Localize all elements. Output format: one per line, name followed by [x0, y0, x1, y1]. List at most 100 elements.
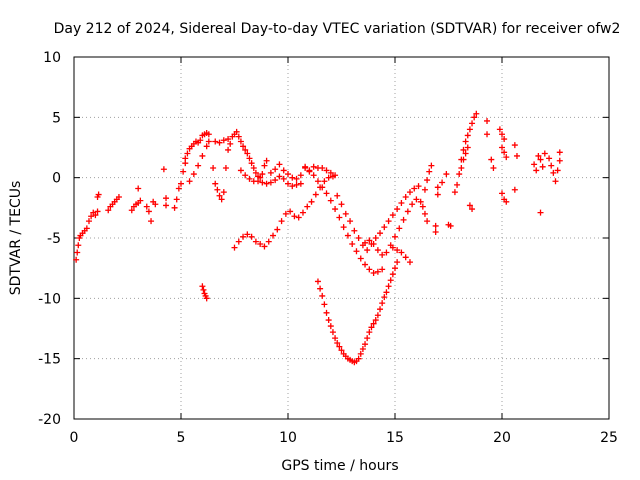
- data-point-marker: [310, 163, 317, 170]
- data-point-marker: [383, 249, 390, 256]
- data-point-marker: [218, 196, 225, 203]
- y-tick-label: 10: [43, 50, 61, 66]
- data-point-marker: [297, 172, 304, 179]
- data-point-marker: [231, 244, 238, 251]
- data-point-marker: [406, 259, 413, 266]
- data-point-marker: [556, 149, 563, 156]
- data-point-marker: [460, 146, 467, 153]
- data-point-marker: [392, 233, 398, 240]
- data-point-marker: [484, 131, 491, 138]
- data-point-marker: [372, 317, 379, 324]
- data-point-marker: [128, 207, 135, 214]
- data-point-marker: [152, 201, 159, 208]
- data-point-marker: [398, 200, 405, 207]
- data-point-marker: [424, 177, 431, 184]
- data-point-marker: [419, 203, 426, 210]
- y-tick-label: -5: [47, 231, 61, 247]
- data-point-marker: [255, 178, 262, 185]
- data-point-marker: [210, 165, 217, 172]
- data-point-marker: [406, 189, 413, 196]
- data-point-marker: [200, 286, 207, 293]
- data-point-marker: [244, 231, 251, 238]
- data-point-marker: [135, 185, 142, 192]
- data-point-marker: [327, 169, 334, 176]
- data-point-marker: [411, 185, 418, 192]
- data-point-marker: [548, 162, 555, 169]
- data-point-marker: [197, 137, 204, 144]
- data-point-marker: [274, 226, 281, 233]
- data-point-marker: [259, 171, 266, 178]
- data-point-marker: [362, 341, 369, 348]
- data-point-marker: [293, 181, 300, 188]
- data-point-marker: [366, 237, 373, 244]
- data-point-marker: [285, 180, 291, 187]
- data-point-marker: [280, 167, 287, 174]
- data-point-marker: [370, 320, 377, 327]
- data-point-marker: [471, 114, 478, 121]
- data-point-marker: [511, 186, 518, 193]
- data-point-marker: [432, 222, 439, 229]
- data-point-marker: [387, 277, 394, 284]
- data-point-marker: [357, 350, 364, 357]
- axis-ticks: 0 5 10 15 20 25 -20 -15 -10 -5 0 5 10: [38, 50, 618, 446]
- data-point-marker: [392, 265, 398, 272]
- data-point-marker: [182, 155, 189, 162]
- data-point-marker: [175, 185, 182, 192]
- data-point-marker: [278, 218, 285, 225]
- data-point-marker: [338, 201, 345, 208]
- data-point-marker: [537, 156, 544, 163]
- data-point-marker: [212, 138, 219, 145]
- data-point-marker: [212, 180, 219, 187]
- data-point-marker: [312, 191, 319, 198]
- data-point-marker: [546, 155, 553, 162]
- data-point-marker: [466, 126, 473, 133]
- data-point-marker: [537, 209, 544, 216]
- data-point-marker: [434, 184, 441, 191]
- data-point-marker: [359, 346, 366, 353]
- data-point-marker: [240, 143, 247, 150]
- data-point-marker: [336, 214, 343, 221]
- data-point-marker: [302, 163, 309, 170]
- data-point-marker: [332, 206, 339, 213]
- data-point-marker: [92, 212, 99, 219]
- data-point-marker: [216, 139, 223, 146]
- data-point-marker: [289, 183, 296, 190]
- data-point-marker: [190, 171, 197, 178]
- data-point-marker: [205, 138, 212, 145]
- data-point-marker: [552, 178, 559, 185]
- data-point-marker: [394, 259, 401, 266]
- data-point-marker: [75, 242, 82, 249]
- data-point-marker: [379, 300, 386, 307]
- data-point-marker: [88, 213, 95, 220]
- data-point-marker: [501, 136, 508, 143]
- data-point-marker: [227, 140, 234, 147]
- data-point-marker: [372, 235, 379, 241]
- data-point-marker: [400, 216, 407, 223]
- data-point-marker: [488, 156, 495, 163]
- data-point-marker: [319, 165, 326, 172]
- data-point-marker: [374, 312, 381, 319]
- data-point-marker: [319, 292, 326, 299]
- data-point-marker: [513, 152, 520, 159]
- data-point-marker: [73, 256, 80, 263]
- data-point-marker: [347, 218, 354, 225]
- data-point-marker: [364, 247, 371, 254]
- grid-lines: [74, 57, 609, 419]
- data-point-marker: [248, 233, 255, 240]
- data-point-marker: [242, 146, 249, 153]
- data-point-marker: [554, 167, 561, 174]
- data-point-marker: [137, 197, 144, 204]
- data-point-marker: [366, 266, 373, 273]
- data-point-marker: [203, 295, 210, 302]
- data-point-marker: [464, 144, 471, 151]
- data-point-marker: [370, 269, 377, 276]
- data-point-marker: [214, 186, 221, 193]
- data-point-marker: [310, 172, 317, 179]
- data-point-marker: [220, 137, 227, 144]
- data-point-marker: [464, 132, 471, 139]
- data-markers: [73, 110, 563, 366]
- data-point-marker: [490, 165, 497, 172]
- data-point-marker: [272, 177, 279, 184]
- data-point-marker: [297, 180, 304, 187]
